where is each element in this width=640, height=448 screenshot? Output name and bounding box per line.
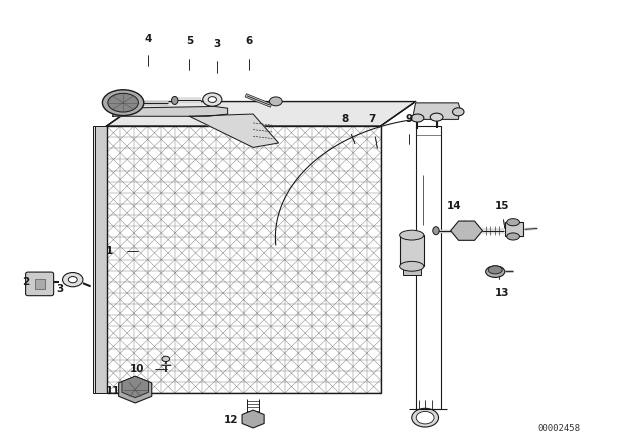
Ellipse shape [507, 219, 520, 226]
Bar [35, 279, 45, 289]
Polygon shape [412, 103, 460, 119]
Bar [415, 126, 441, 409]
Ellipse shape [399, 261, 424, 271]
Bar [95, 126, 106, 393]
Ellipse shape [208, 97, 216, 103]
Ellipse shape [507, 233, 520, 240]
Text: 2: 2 [22, 277, 29, 287]
Text: 5: 5 [186, 36, 193, 47]
Text: 14: 14 [447, 201, 461, 211]
Ellipse shape [172, 96, 178, 104]
Text: 1: 1 [106, 246, 113, 256]
Polygon shape [106, 102, 415, 126]
Ellipse shape [430, 113, 443, 121]
Text: 3: 3 [213, 39, 220, 49]
Ellipse shape [411, 114, 424, 122]
Text: 12: 12 [223, 415, 238, 425]
Ellipse shape [203, 93, 222, 106]
Text: 15: 15 [494, 201, 509, 211]
Text: 10: 10 [130, 364, 145, 374]
FancyBboxPatch shape [26, 272, 54, 296]
Bar [106, 126, 381, 393]
Text: 3: 3 [56, 284, 63, 293]
Ellipse shape [486, 266, 505, 277]
Bar [399, 235, 424, 266]
Ellipse shape [416, 411, 434, 424]
Text: 7: 7 [369, 114, 376, 125]
Ellipse shape [108, 93, 138, 112]
Bar [403, 265, 420, 275]
Polygon shape [189, 114, 278, 147]
Ellipse shape [162, 356, 170, 362]
Ellipse shape [433, 227, 439, 235]
Text: 6: 6 [245, 36, 252, 47]
Bar [506, 222, 524, 237]
Ellipse shape [102, 90, 144, 116]
Ellipse shape [412, 408, 438, 427]
Ellipse shape [452, 108, 464, 116]
Polygon shape [113, 107, 228, 116]
Ellipse shape [68, 276, 77, 283]
Ellipse shape [63, 272, 83, 287]
Ellipse shape [488, 266, 502, 274]
Bar [106, 126, 381, 393]
Text: 11: 11 [106, 386, 120, 396]
Text: 4: 4 [144, 34, 152, 44]
Text: 00002458: 00002458 [538, 424, 580, 433]
Ellipse shape [269, 97, 282, 106]
Bar [93, 126, 97, 393]
Text: 13: 13 [494, 288, 509, 298]
Text: 8: 8 [342, 114, 349, 125]
Text: 9: 9 [406, 114, 413, 125]
Ellipse shape [399, 230, 424, 240]
